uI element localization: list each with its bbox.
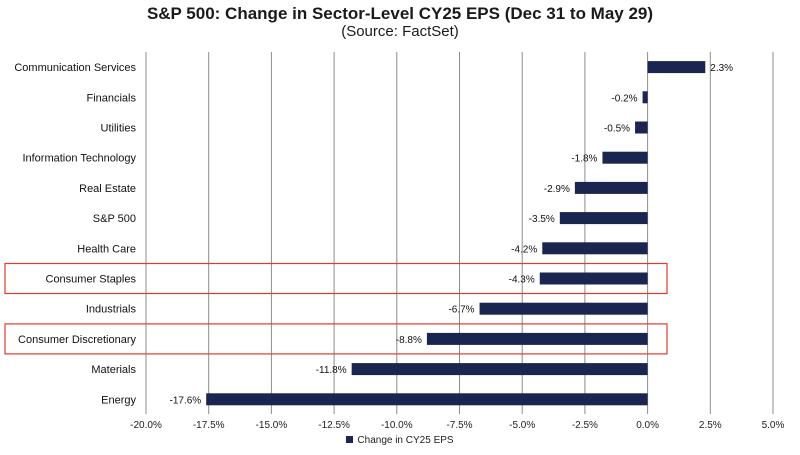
legend-label: Change in CY25 EPS [357, 435, 454, 446]
legend-swatch [346, 436, 354, 443]
highlight-box [4, 323, 668, 355]
data-labels: 2.3% -0.2% -0.5% -1.8% -2.9% -3.5% -4.2% -4.3% -… [170, 63, 734, 406]
bar [539, 272, 648, 285]
bar [206, 393, 648, 406]
x-tick-label: -10.0% [381, 420, 413, 431]
x-tick-label: 2.5% [699, 420, 722, 431]
legend: Change in CY25 EPS [0, 435, 800, 446]
data-label: -8.8% [396, 335, 422, 346]
data-label: -17.6% [170, 395, 202, 406]
bar [351, 363, 648, 376]
x-tick-label: 5.0% [762, 420, 785, 431]
x-tick-label: -5.0% [509, 420, 535, 431]
category-label: Communication Services [14, 62, 136, 74]
x-tick-label: 0.0% [636, 420, 659, 431]
category-label: S&P 500 [93, 213, 136, 225]
x-tick-label: -7.5% [446, 420, 472, 431]
category-label: Health Care [77, 243, 136, 255]
data-label: -2.9% [544, 184, 570, 195]
chart-title: S&P 500: Change in Sector-Level CY25 EPS… [146, 4, 654, 23]
x-tick-label: -12.5% [318, 420, 350, 431]
bar [559, 212, 648, 225]
bar [647, 61, 706, 74]
data-label: -6.7% [448, 305, 474, 316]
x-tick-label: -2.5% [572, 420, 598, 431]
highlight-box [4, 262, 668, 295]
category-label: Industrials [86, 304, 137, 316]
category-label: Materials [91, 364, 136, 376]
category-label: Utilities [101, 123, 137, 135]
category-label: Financials [86, 92, 136, 104]
category-labels: Communication Services Financials Utilitie… [14, 62, 136, 406]
data-label: -3.5% [529, 214, 555, 225]
data-label: -11.8% [316, 365, 347, 376]
bar [479, 302, 648, 315]
x-axis-ticks: -20.0% -17.5% -15.0% -12.5% -10.0% -7.5% -5.0%… [130, 420, 784, 431]
gridlines [145, 52, 774, 414]
chart-subtitle: (Source: FactSet) [341, 23, 459, 40]
x-tick-label: -20.0% [130, 420, 162, 431]
bar [635, 121, 648, 134]
bar [426, 332, 648, 345]
bar [542, 242, 648, 255]
bars [206, 61, 706, 406]
data-label: -0.5% [604, 124, 630, 135]
category-label: Information Technology [22, 153, 136, 165]
x-tick-label: -17.5% [193, 420, 225, 431]
data-label: -1.8% [571, 154, 597, 165]
category-label: Consumer Staples [46, 274, 137, 286]
highlight-boxes [4, 262, 668, 355]
data-label: -4.2% [511, 244, 537, 255]
bar [602, 151, 648, 164]
data-label: -0.2% [611, 93, 637, 104]
bar [642, 91, 648, 104]
data-label: 2.3% [710, 63, 733, 74]
category-label: Consumer Discretionary [18, 334, 136, 346]
bar [574, 181, 648, 194]
category-label: Real Estate [79, 183, 136, 195]
category-label: Energy [101, 394, 136, 406]
x-tick-label: -15.0% [256, 420, 288, 431]
data-label: -4.3% [509, 275, 535, 286]
